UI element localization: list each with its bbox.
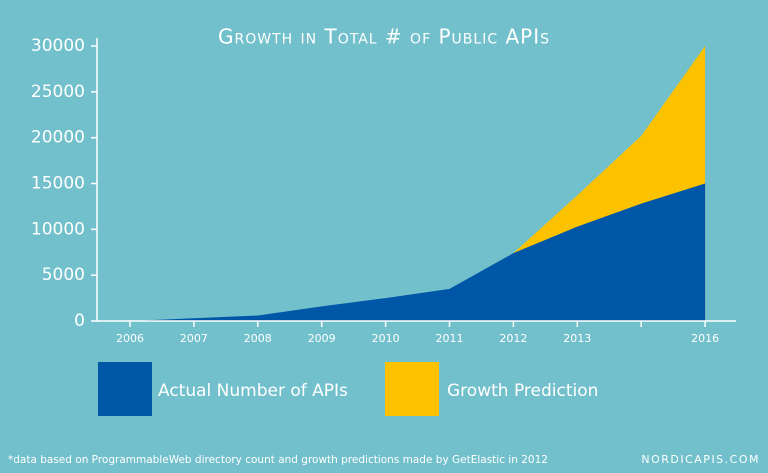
legend-label: Actual Number of APIs bbox=[158, 381, 348, 401]
y-tick-label: 20000 bbox=[31, 128, 85, 148]
x-tick-label: 2007 bbox=[180, 332, 208, 345]
y-tick-label: 0 bbox=[74, 311, 85, 331]
x-tick-label: 2011 bbox=[436, 332, 464, 345]
x-tick-label: 2008 bbox=[244, 332, 272, 345]
y-tick-label: 10000 bbox=[31, 219, 85, 239]
footnote: *data based on ProgrammableWeb directory… bbox=[8, 454, 548, 466]
legend-label: Growth Prediction bbox=[447, 381, 598, 401]
x-tick-label: 2009 bbox=[308, 332, 336, 345]
source: NORDICAPIS.COM bbox=[641, 453, 760, 466]
y-tick-label: 5000 bbox=[42, 265, 85, 285]
y-tick-label: 15000 bbox=[31, 174, 85, 194]
x-tick-label: 2013 bbox=[563, 332, 591, 345]
chart-title: Growth in Total # of Public APIs bbox=[218, 25, 550, 49]
x-tick-label: 2006 bbox=[116, 332, 144, 345]
legend-swatch bbox=[98, 362, 152, 416]
y-tick-label: 30000 bbox=[31, 36, 85, 56]
area bbox=[130, 183, 706, 321]
x-tick-label: 2012 bbox=[499, 332, 527, 345]
y-tick-label: 25000 bbox=[31, 82, 85, 102]
x-tick-label: 2016 bbox=[691, 332, 719, 345]
x-tick-label: 2010 bbox=[372, 332, 400, 345]
legend-swatch bbox=[385, 362, 439, 416]
